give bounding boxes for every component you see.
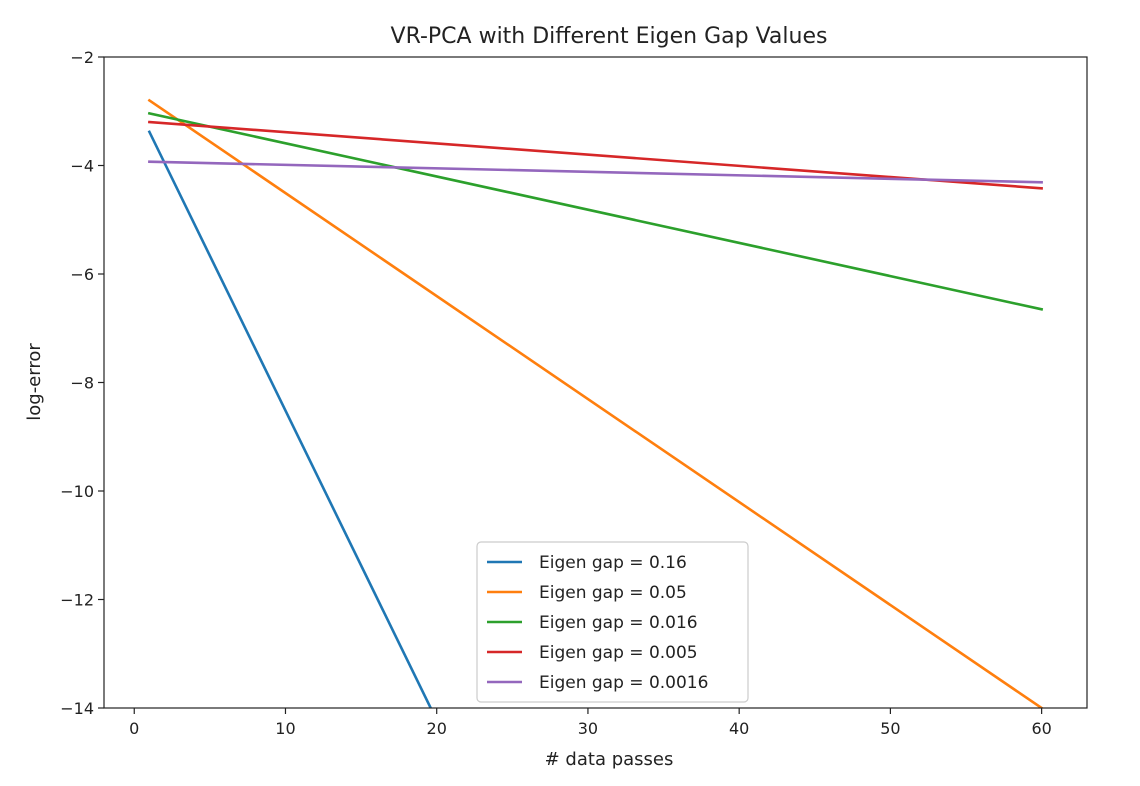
chart-title: VR-PCA with Different Eigen Gap Values [391,24,828,49]
x-tick-label: 50 [880,719,900,738]
series-line-1 [147,130,433,708]
legend-entry-2: Eigen gap = 0.05 [539,583,687,603]
x-axis-label: # data passes [545,749,674,770]
series-layer [147,98,1044,708]
series-line-4 [148,120,1043,190]
legend: Eigen gap = 0.16 Eigen gap = 0.05 Eigen ga… [476,541,749,703]
x-tick-label: 40 [729,719,749,738]
y-tick-label: −4 [70,157,94,176]
x-tick-label: 10 [275,719,295,738]
legend-entry-5: Eigen gap = 0.0016 [539,673,708,693]
legend-entry-1: Eigen gap = 0.16 [539,553,687,573]
x-tick-label: 30 [578,719,598,738]
legend-entry-4: Eigen gap = 0.005 [539,643,698,663]
series-line-3 [147,111,1044,311]
x-tick-label: 60 [1031,719,1051,738]
x-tick-label: 20 [427,719,447,738]
y-tick-label: −14 [60,699,94,718]
y-tick-label: −10 [60,482,94,501]
y-tick-label: −2 [70,48,94,67]
axes-layer: 0 10 20 30 40 50 60 −14 −12 −10 −8 −6 −4 −2 [60,48,1088,738]
legend-entry-3: Eigen gap = 0.016 [539,613,698,633]
series-line-2 [147,98,1044,708]
y-axis-label: log-error [24,343,45,421]
legend-box [476,541,749,703]
x-tick-label: 0 [129,719,139,738]
y-tick-label: −12 [60,591,94,610]
y-tick-label: −8 [70,374,94,393]
series-line-5 [148,160,1043,184]
y-tick-label: −6 [70,265,94,284]
